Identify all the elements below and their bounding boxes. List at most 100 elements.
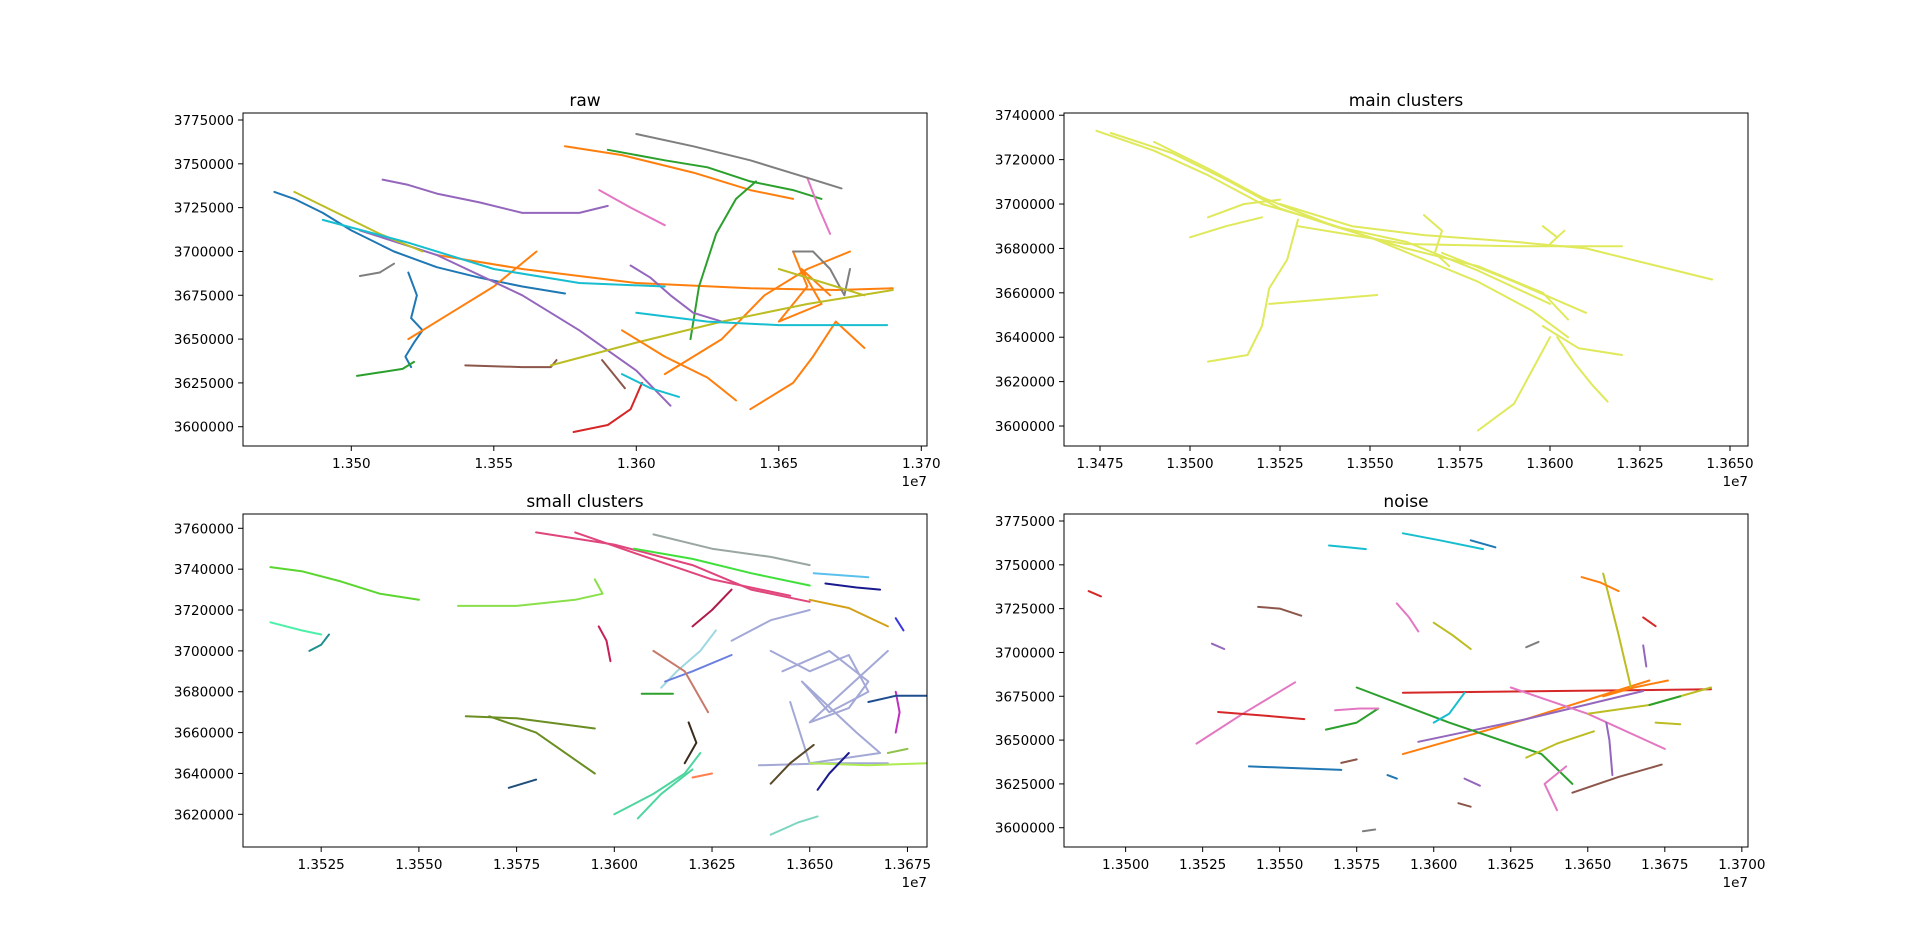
subplot-1: 1.3475 1.3500 1.3525 1.3550 1.3575 1.3600 1.36… [995, 91, 1754, 490]
y-tick-label: 3625000 [174, 376, 234, 392]
series-line-17 [598, 189, 666, 227]
y-tick-label: 3750000 [174, 157, 234, 173]
series-line-33 [1642, 644, 1648, 668]
y-tick-label: 3600000 [174, 420, 234, 436]
y-tick-label: 3600000 [995, 821, 1055, 837]
series-line-27 [621, 373, 680, 398]
series-line-19 [1571, 763, 1663, 794]
x-tick-label: 1.3475 [1076, 456, 1123, 472]
series-line-9 [1268, 294, 1379, 305]
series-line-12 [1423, 214, 1451, 268]
series-line-9 [824, 582, 882, 591]
series-line-27 [488, 715, 596, 775]
axes-frame [1063, 112, 1749, 447]
series-line-31 [816, 752, 850, 791]
x-tick-label: 1.3575 [493, 857, 540, 873]
series-line-24 [1340, 758, 1358, 764]
x-tick-label: 1.350 [332, 456, 371, 472]
series-line-2 [269, 621, 323, 636]
x-tick-label: 1.3550 [1256, 857, 1303, 873]
series-line-10 [356, 360, 415, 377]
y-tick-label: 3640000 [174, 766, 234, 782]
series-line-5 [1477, 336, 1551, 432]
y-tick-label: 3680000 [174, 685, 234, 701]
series-line-29 [769, 743, 815, 785]
y-tick-label: 3725000 [995, 602, 1055, 618]
series-line-14 [1441, 251, 1587, 314]
series-line-1 [457, 578, 604, 607]
plot-area [1064, 113, 1748, 446]
series-line-30 [808, 762, 927, 767]
series-line-4 [663, 250, 851, 376]
x-tick-label: 1.3600 [591, 857, 638, 873]
series-line-22 [683, 721, 698, 765]
series-line-10 [808, 598, 889, 628]
x-tick-label: 1.3550 [1346, 456, 1393, 472]
series-line-31 [1642, 616, 1657, 628]
x-tick-label: 1.3525 [1256, 456, 1303, 472]
series-line-21 [1324, 707, 1380, 731]
series-line-7 [1217, 711, 1306, 721]
series-group [1095, 129, 1713, 432]
x-tick-label: 1.3625 [1487, 857, 1534, 873]
series-line-30 [1602, 679, 1669, 698]
series-line-33 [867, 694, 927, 703]
series-line-6 [652, 533, 811, 567]
y-tick-label: 3700000 [174, 244, 234, 260]
series-line-19 [635, 133, 843, 190]
x-tick-label: 1.3625 [688, 857, 735, 873]
series-line-23 [691, 772, 713, 779]
series-line-0 [1401, 688, 1712, 694]
x-offset-label: 1e7 [902, 474, 927, 490]
x-offset-label: 1e7 [902, 875, 927, 891]
x-tick-label: 1.3650 [786, 857, 833, 873]
y-tick-label: 3740000 [995, 108, 1055, 124]
y-tick-label: 3660000 [995, 286, 1055, 302]
series-line-26 [464, 715, 596, 730]
series-line-25 [636, 768, 694, 820]
x-tick-label: 1.3675 [1641, 857, 1688, 873]
x-tick-label: 1.3650 [1564, 857, 1611, 873]
series-line-11 [1257, 605, 1303, 617]
series-line-4 [535, 531, 811, 603]
series-line-16 [1602, 572, 1632, 689]
x-tick-label: 1.3650 [1706, 456, 1753, 472]
series-line-11 [894, 617, 905, 632]
series-line-28 [621, 329, 737, 402]
x-tick-label: 1.3575 [1436, 456, 1483, 472]
series-line-13 [1210, 642, 1226, 650]
axes-frame [242, 112, 928, 447]
series-line-3 [1355, 686, 1574, 785]
plot-area [1064, 514, 1748, 847]
series-line-8 [1401, 532, 1484, 551]
series-line-8 [606, 148, 823, 200]
series-line-16 [730, 609, 811, 642]
y-tick-label: 3700000 [995, 645, 1055, 661]
series-line-24 [777, 268, 866, 297]
y-tick-label: 3675000 [174, 288, 234, 304]
y-tick-label: 3640000 [995, 330, 1055, 346]
series-line-24 [613, 752, 702, 816]
series-line-8 [1207, 218, 1299, 363]
series-line-13 [691, 588, 733, 628]
plot-area [243, 113, 927, 446]
series-line-21 [652, 649, 710, 714]
y-tick-label: 3600000 [995, 419, 1055, 435]
series-line-12 [1087, 590, 1102, 598]
x-tick-label: 1.360 [617, 456, 656, 472]
y-tick-label: 3775000 [995, 514, 1055, 530]
series-line-0 [269, 566, 420, 601]
y-tick-label: 3650000 [995, 733, 1055, 749]
series-line-34 [769, 815, 819, 836]
series-line-22 [1334, 707, 1380, 712]
series-line-15 [464, 359, 558, 369]
x-tick-label: 1.3550 [395, 857, 442, 873]
series-line-20 [1247, 765, 1343, 771]
series-line-19 [664, 654, 733, 683]
series-line-9 [689, 180, 757, 341]
series-line-6 [1556, 336, 1609, 403]
series-line-25 [321, 218, 666, 288]
series-group [273, 133, 894, 433]
x-tick-label: 1.3500 [1166, 456, 1213, 472]
series-group [1087, 532, 1712, 833]
